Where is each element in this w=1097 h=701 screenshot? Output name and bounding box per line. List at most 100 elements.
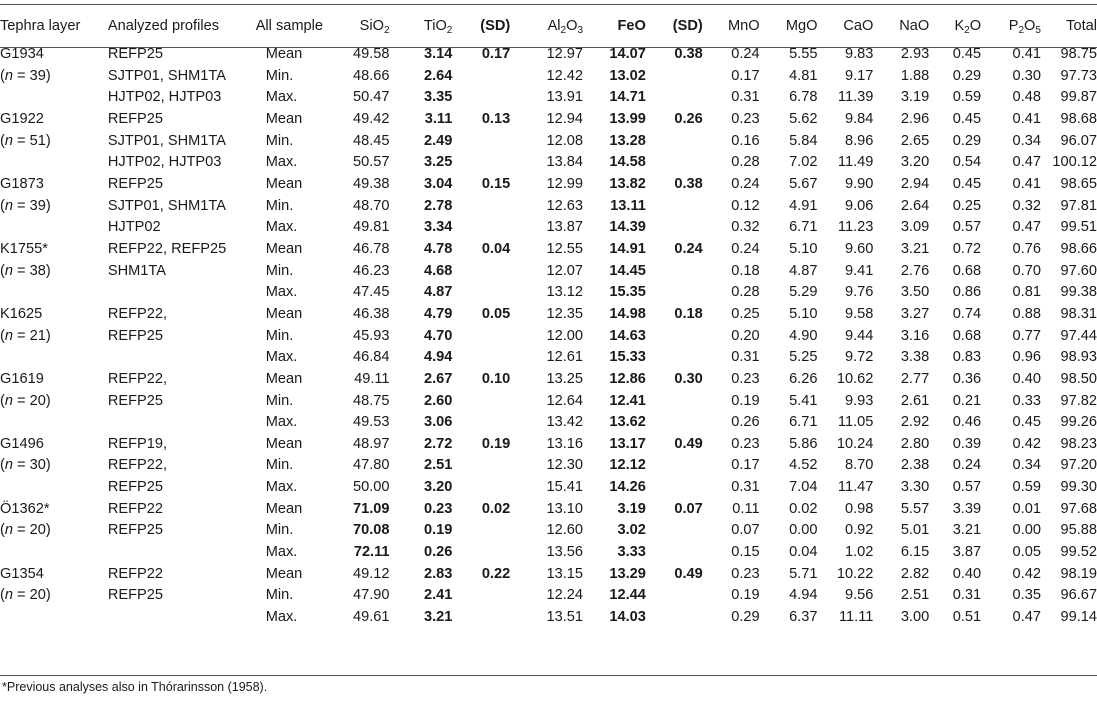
table-cell-feo: 14.26 — [609, 479, 646, 496]
table-cell-nao: 1.88 — [900, 67, 930, 84]
table-cell-sio2: 49.61 — [353, 609, 390, 626]
table-cell-tio2: 2.64 — [423, 67, 453, 84]
table-cell-mgo: 5.10 — [789, 305, 818, 322]
table-cell-sample: Min. — [265, 67, 294, 84]
table-cell-p2o5: 0.76 — [1012, 240, 1041, 257]
table-cell-nao: 2.61 — [900, 392, 930, 409]
column-header-profiles: Analyzed profiles — [107, 18, 219, 34]
table-cell-profiles: REFP22, REFP25 — [107, 240, 227, 257]
table-cell-k2o: 3.87 — [952, 544, 982, 561]
table-cell-layer: (n = 20) — [0, 522, 51, 539]
table-cell-profiles: REFP22 — [107, 565, 164, 582]
table-cell-mno: 0.24 — [731, 175, 760, 192]
table-cell-sd1 — [452, 347, 510, 369]
table-cell-al2o3: 12.61 — [546, 349, 584, 366]
table-cell-layer — [0, 217, 108, 239]
table-body: G1934 REFP25 Mean 49.58 3.14 0.17 12.97 14.07 0.… — [0, 44, 1097, 629]
table-cell-mno: 0.29 — [731, 609, 760, 626]
table-cell-sd1: 0.13 — [481, 110, 511, 127]
table-cell-mno: 0.16 — [731, 132, 760, 149]
table-cell-sd2 — [646, 412, 703, 434]
table-cell-p2o5: 0.41 — [1012, 46, 1041, 62]
table-cell-feo: 13.99 — [609, 110, 646, 127]
table-cell-sio2: 49.12 — [353, 565, 390, 582]
table-cell-sio2: 49.11 — [354, 370, 390, 387]
table-cell-layer: K1625 — [0, 305, 43, 322]
table-cell-profiles: SJTP01, SHM1TA — [107, 67, 226, 84]
table-cell-mno: 0.19 — [731, 392, 760, 409]
table-cell-layer: (n = 51) — [0, 132, 51, 149]
table-row: (n = 21) REFP25 Min. 45.93 4.70 12.00 14.63 0.2… — [0, 326, 1097, 348]
table-cell-sample: Min. — [265, 262, 294, 279]
table-cell-k2o: 0.29 — [952, 132, 982, 149]
table-cell-tio2: 3.14 — [423, 46, 453, 62]
table-cell-al2o3: 13.91 — [546, 89, 584, 106]
table-cell-tio2: 0.19 — [423, 522, 453, 539]
table-cell-sd1: 0.02 — [481, 500, 511, 517]
table-cell-sd1 — [452, 585, 510, 607]
table-row: HJTP02, HJTP03 Max. 50.57 3.25 13.84 14.58 0.2… — [0, 152, 1097, 174]
table-cell-profiles: REFP22, — [107, 305, 168, 322]
table-cell-sd1 — [452, 66, 510, 88]
table-cell-sample: Max. — [265, 89, 298, 106]
table-cell-al2o3: 12.42 — [546, 67, 584, 84]
table-cell-tio2: 2.78 — [423, 197, 453, 214]
table-cell-nao: 2.80 — [900, 435, 930, 452]
column-header-al2o3: Al2O3 — [547, 18, 584, 36]
table-cell-sio2: 46.78 — [353, 240, 390, 257]
column-header-mno: MnO — [727, 18, 760, 34]
table-row: Max. 46.84 4.94 12.61 15.33 0.31 5.25 9.72 3.38 0… — [0, 347, 1097, 369]
table-cell-sample: Min. — [265, 522, 294, 539]
table-cell-total: 98.66 — [1060, 240, 1097, 257]
table-cell-total: 97.68 — [1060, 500, 1097, 517]
table-cell-k2o: 0.31 — [952, 587, 982, 604]
tephra-geochemistry-table: Tephra layer Analyzed profiles All sample S… — [0, 8, 1097, 629]
table-cell-mno: 0.23 — [731, 370, 760, 387]
table-cell-k2o: 0.21 — [952, 392, 982, 409]
table-row: (n = 20) REFP25 Min. 47.90 2.41 12.24 12.44 0.1… — [0, 585, 1097, 607]
table-cell-layer: G1873 — [0, 175, 44, 192]
table-cell-profiles: HJTP02, HJTP03 — [107, 154, 222, 171]
table-cell-mno: 0.07 — [731, 522, 760, 539]
table-cell-feo: 14.07 — [609, 46, 646, 62]
table-cell-sio2: 48.45 — [353, 132, 390, 149]
table-cell-layer — [0, 542, 108, 564]
table-cell-total: 96.07 — [1060, 132, 1097, 149]
table-cell-nao: 2.65 — [900, 132, 930, 149]
table-cell-cao: 9.17 — [844, 67, 874, 84]
table-cell-tio2: 3.04 — [423, 175, 453, 192]
table-cell-sio2: 47.90 — [353, 587, 390, 604]
table-cell-total: 98.23 — [1060, 435, 1097, 452]
table-cell-sio2: 49.53 — [353, 414, 390, 431]
table-cell-feo: 13.62 — [609, 414, 646, 431]
table-cell-layer: (n = 38) — [0, 262, 51, 279]
table-cell-sio2: 45.93 — [353, 327, 390, 344]
table-cell-sd2 — [646, 391, 703, 413]
table-cell-sd2: 0.24 — [674, 240, 703, 257]
table-cell-k2o: 0.45 — [952, 110, 982, 127]
table-cell-tio2: 3.21 — [423, 609, 453, 626]
table-cell-sd2: 0.30 — [674, 370, 703, 387]
table-cell-layer: G1922 — [0, 110, 44, 127]
table-cell-sio2: 50.57 — [353, 154, 390, 171]
table-cell-p2o5: 0.05 — [1012, 544, 1041, 561]
table-cell-cao: 0.98 — [844, 500, 874, 517]
table-cell-al2o3: 13.56 — [546, 544, 584, 561]
table-cell-sample: Min. — [265, 392, 294, 409]
table-row: (n = 39) SJTP01, SHM1TA Min. 48.70 2.78 12.63… — [0, 196, 1097, 218]
table-cell-k2o: 0.57 — [952, 479, 982, 496]
table-cell-k2o: 0.29 — [952, 67, 982, 84]
table-cell-al2o3: 13.15 — [546, 565, 584, 582]
table-cell-nao: 5.57 — [900, 500, 930, 517]
table-cell-total: 98.93 — [1060, 349, 1097, 366]
table-cell-sample: Mean — [265, 500, 303, 517]
table-cell-al2o3: 12.07 — [546, 262, 584, 279]
table-cell-profiles: REFP19, — [107, 435, 168, 452]
table-cell-sio2: 49.58 — [353, 46, 390, 62]
table-cell-cao: 9.90 — [844, 175, 874, 192]
table-cell-profiles: REFP22, — [107, 370, 168, 387]
table-cell-nao: 2.93 — [900, 46, 930, 62]
table-row: (n = 39) SJTP01, SHM1TA Min. 48.66 2.64 12.42… — [0, 66, 1097, 88]
table-cell-nao: 3.30 — [900, 479, 930, 496]
table-cell-layer: (n = 39) — [0, 197, 51, 214]
